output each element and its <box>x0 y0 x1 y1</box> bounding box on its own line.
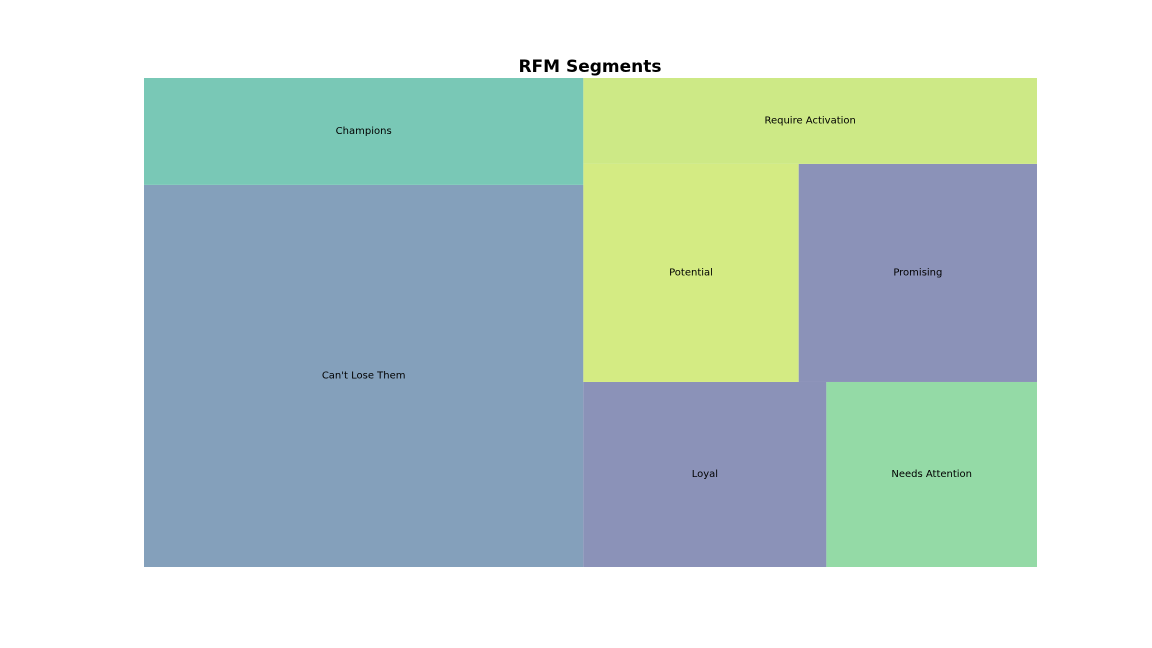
tile-label-promising: Promising <box>893 267 942 278</box>
tile-label-needs-attention: Needs Attention <box>891 469 972 480</box>
treemap-tiles: Can't Lose Them Champions Loyal Needs Atten… <box>144 78 1037 567</box>
tile-label-potential: Potential <box>669 267 713 278</box>
tile-champions <box>144 78 584 185</box>
tile-require-activation <box>583 78 1037 164</box>
tile-label-require-activation: Require Activation <box>764 115 855 126</box>
chart-title: RFM Segments <box>518 57 661 77</box>
tile-needs-attention <box>826 381 1037 567</box>
tile-label-can-t-lose-them: Can't Lose Them <box>322 370 406 381</box>
tile-loyal <box>583 381 827 567</box>
tile-label-champions: Champions <box>336 126 392 137</box>
tile-label-loyal: Loyal <box>692 469 718 480</box>
tile-can-t-lose-them <box>144 184 584 567</box>
tile-potential <box>583 163 799 382</box>
tile-promising <box>798 163 1037 382</box>
